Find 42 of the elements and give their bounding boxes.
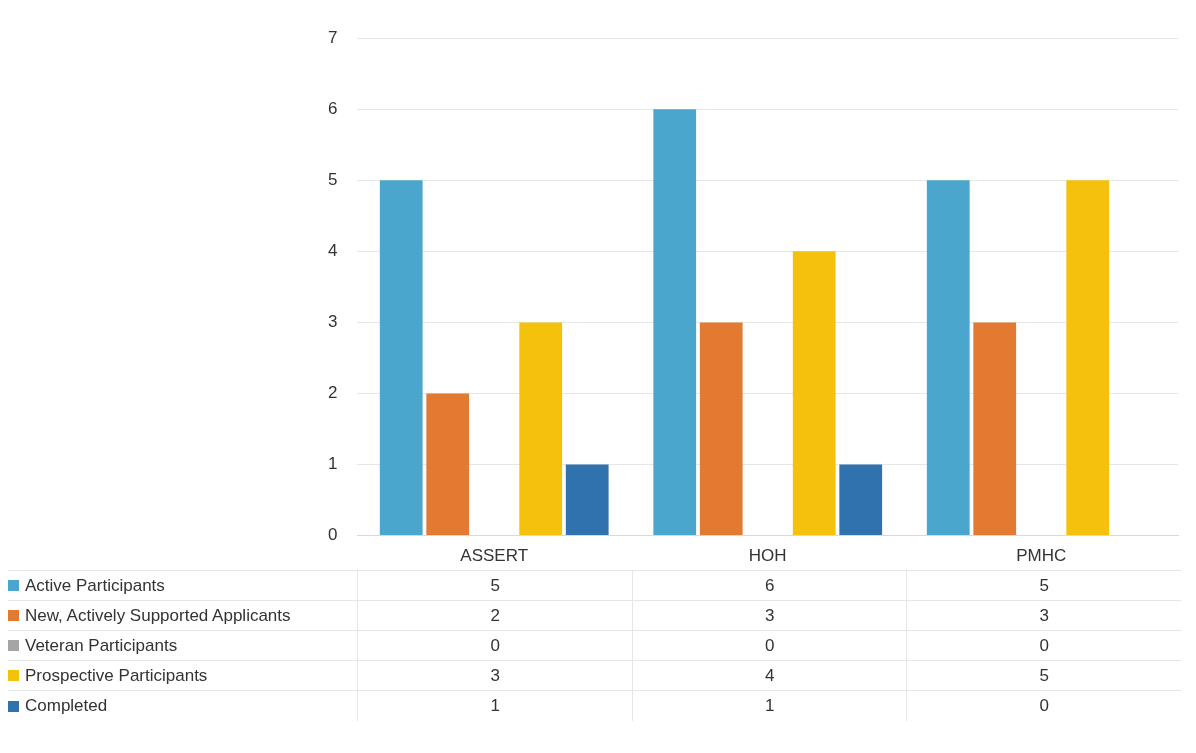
bar xyxy=(973,322,1017,536)
data-label: 5 xyxy=(906,660,1181,691)
y-tick-label: 5 xyxy=(327,170,338,189)
bar xyxy=(792,251,836,536)
data-label: 6 xyxy=(632,570,907,601)
bar xyxy=(565,464,609,536)
data-label: 5 xyxy=(906,570,1181,601)
bar xyxy=(839,464,883,536)
data-label: 3 xyxy=(357,660,633,691)
data-label: 3 xyxy=(906,600,1181,631)
y-tick-label: 3 xyxy=(327,312,338,332)
x-tick-label: PMHC xyxy=(1016,546,1067,566)
bar xyxy=(926,180,970,536)
legend-label: Completed xyxy=(25,696,108,715)
bar xyxy=(379,180,423,536)
y-tick-label: 6 xyxy=(327,98,338,118)
data-label: 0 xyxy=(357,630,633,661)
bar xyxy=(653,109,697,536)
data-label: 5 xyxy=(357,570,633,601)
data-label: 4 xyxy=(632,660,907,691)
data-label: 3 xyxy=(632,600,907,631)
legend-label: Veteran Participants xyxy=(25,635,178,655)
legend-label: Active Participants xyxy=(25,575,165,595)
y-tick-label: 0 xyxy=(327,525,338,545)
y-tick-label: 4 xyxy=(327,241,338,261)
bar xyxy=(699,322,743,536)
data-label: 0 xyxy=(906,690,1181,721)
y-tick-label: 1 xyxy=(327,454,338,474)
bar xyxy=(519,322,563,536)
data-label: 0 xyxy=(906,630,1181,661)
y-tick-label: 2 xyxy=(327,383,338,403)
y-tick-label: 7 xyxy=(327,27,338,47)
x-tick-label: ASSERT xyxy=(460,546,529,566)
bar xyxy=(426,393,470,536)
x-tick-label: HOH xyxy=(748,546,787,566)
data-label: 1 xyxy=(632,690,907,721)
legend-label: New, Actively Supported Applicants xyxy=(25,605,291,625)
bar xyxy=(1066,180,1110,536)
data-label: 1 xyxy=(357,690,633,721)
legend-label: Prospective Participants xyxy=(25,665,208,685)
data-label: 0 xyxy=(632,630,907,661)
data-label: 2 xyxy=(357,600,633,631)
